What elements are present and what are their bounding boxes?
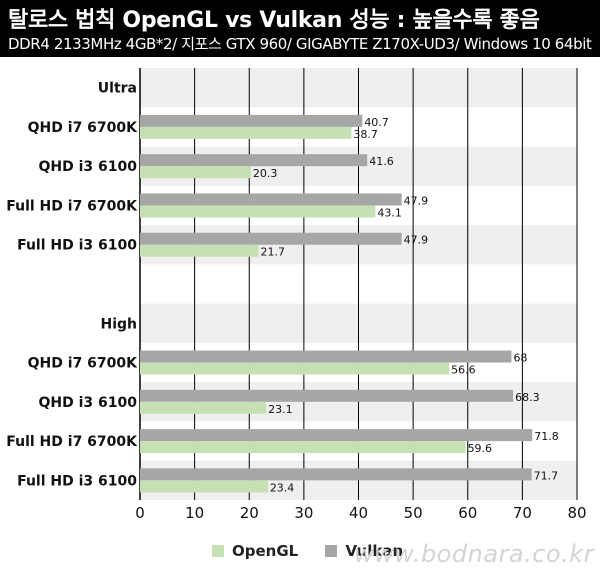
category-label: QHD i7 6700K bbox=[28, 356, 138, 372]
watermark-logo: www.bodnara.co.kr bbox=[353, 540, 594, 568]
x-tick-label: 0 bbox=[135, 504, 145, 522]
bar-opengl bbox=[140, 480, 268, 493]
data-label-opengl: 38.7 bbox=[353, 128, 378, 141]
data-label-opengl: 21.7 bbox=[261, 246, 286, 259]
category-label: QHD i3 6100 bbox=[39, 395, 138, 411]
x-tick-label: 40 bbox=[349, 504, 368, 522]
chart-title: 탈로스 법칙 OpenGL vs Vulkan 성능 : 높을수록 좋음 bbox=[8, 8, 540, 33]
bar-vulkan bbox=[140, 429, 533, 442]
bar-opengl bbox=[140, 441, 466, 454]
legend-label-vulkan: Vulkan bbox=[345, 542, 404, 560]
chart-header: 탈로스 법칙 OpenGL vs Vulkan 성능 : 높을수록 좋음 DDR… bbox=[0, 0, 600, 57]
bar-vulkan bbox=[140, 232, 402, 245]
bar-vulkan bbox=[140, 193, 402, 206]
bar-vulkan bbox=[140, 154, 368, 167]
data-label-vulkan: 68 bbox=[513, 352, 527, 365]
category-label: Ultra bbox=[98, 81, 137, 97]
data-label-opengl: 56.6 bbox=[451, 364, 476, 377]
x-tick-label: 30 bbox=[294, 504, 313, 522]
legend-label-opengl: OpenGL bbox=[232, 542, 299, 560]
data-label-opengl: 20.3 bbox=[253, 167, 277, 180]
x-tick-label: 80 bbox=[567, 504, 586, 522]
data-label-vulkan: 47.9 bbox=[404, 194, 429, 207]
bar-opengl bbox=[140, 362, 450, 375]
x-tick-label: 10 bbox=[185, 504, 204, 522]
bar-opengl bbox=[140, 126, 352, 139]
bar-vulkan bbox=[140, 468, 532, 481]
data-label-vulkan: 40.7 bbox=[364, 116, 389, 129]
legend-item-vulkan: Vulkan bbox=[325, 542, 403, 560]
category-label: Full HD i7 6700K bbox=[6, 198, 138, 214]
x-tick-label: 60 bbox=[458, 504, 477, 522]
data-label-vulkan: 68.3 bbox=[515, 391, 540, 404]
data-label-opengl: 23.1 bbox=[268, 403, 293, 416]
bar-opengl bbox=[140, 244, 259, 257]
data-label-opengl: 23.4 bbox=[270, 481, 295, 494]
data-label-opengl: 43.1 bbox=[377, 206, 402, 219]
legend-swatch-opengl bbox=[212, 545, 224, 557]
x-tick-label: 70 bbox=[513, 504, 532, 522]
data-label-vulkan: 41.6 bbox=[369, 155, 394, 168]
category-label: High bbox=[100, 316, 137, 332]
legend-item-opengl: OpenGL bbox=[212, 542, 298, 560]
category-label: QHD i3 6100 bbox=[39, 159, 138, 175]
category-label: Full HD i3 6100 bbox=[17, 473, 137, 489]
chart-subtitle: DDR4 2133MHz 4GB*2/ 지포스 GTX 960/ GIGABYT… bbox=[8, 35, 592, 53]
bar-opengl bbox=[140, 205, 376, 218]
bar-opengl bbox=[140, 401, 267, 414]
bar-vulkan bbox=[140, 389, 514, 402]
data-label-vulkan: 71.8 bbox=[534, 430, 559, 443]
bar-vulkan bbox=[140, 350, 512, 363]
data-label-vulkan: 71.7 bbox=[534, 469, 559, 482]
x-tick-label: 50 bbox=[404, 504, 423, 522]
x-tick-label: 20 bbox=[240, 504, 259, 522]
category-label: Full HD i3 6100 bbox=[17, 238, 137, 254]
chart-legend: OpenGL Vulkan bbox=[212, 542, 425, 560]
bar-vulkan bbox=[140, 114, 363, 127]
legend-swatch-vulkan bbox=[325, 545, 338, 557]
category-label: QHD i7 6700K bbox=[28, 120, 138, 136]
data-label-vulkan: 47.9 bbox=[404, 234, 429, 247]
data-label-opengl: 59.6 bbox=[468, 442, 493, 455]
category-label: Full HD i7 6700K bbox=[6, 434, 138, 450]
bar-opengl bbox=[140, 166, 251, 179]
